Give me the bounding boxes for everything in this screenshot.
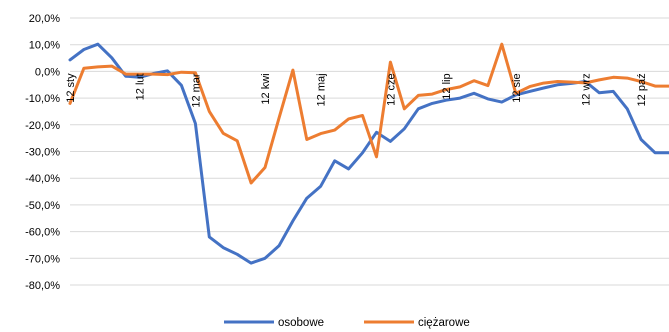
x-tick-label: 12 sty [65,73,77,103]
legend-item: ciężarowe [364,317,470,329]
legend-item: osobowe [224,317,324,329]
y-tick-label: -10,0% [25,93,60,105]
x-tick-label: 12 cze [385,73,397,105]
legend-label: osobowe [278,317,324,329]
x-axis-tick-labels: 12 sty 12 lut 12 mar 12 kwi 12 maj 12 cze 12 l… [65,73,648,108]
x-tick-label: 12 lut [135,73,147,100]
x-tick-label: 12 paź [636,73,648,106]
y-tick-label: 0,0% [35,66,60,78]
y-tick-label: -40,0% [25,173,60,185]
x-tick-label: 12 lip [441,73,453,99]
y-tick-label: 10,0% [29,40,60,52]
y-tick-label: -30,0% [25,147,60,159]
x-tick-label: 12 kwi [260,73,272,104]
series-line-ciezarowe [68,42,669,185]
y-tick-label: -80,0% [25,280,60,292]
y-tick-label: -20,0% [25,120,60,132]
y-tick-label: -50,0% [25,200,60,212]
series-line-osobowe [68,42,669,265]
y-axis-tick-labels: 20,0% 10,0% 0,0% -10,0% -20,0% -30,0% -40,0% -5… [25,13,60,292]
x-tick-label: 12 wrz [580,73,592,105]
y-tick-label: -60,0% [25,227,60,239]
y-tick-label: 20,0% [29,13,60,25]
x-tick-label: 12 mar [190,73,202,108]
series-lines [68,42,669,265]
y-tick-label: -70,0% [25,253,60,265]
legend-label: ciężarowe [418,317,470,329]
gridlines [70,17,669,286]
x-tick-label: 12 sie [511,73,523,102]
legend: osobowe ciężarowe [224,317,470,329]
x-tick-label: 12 maj [316,73,328,106]
